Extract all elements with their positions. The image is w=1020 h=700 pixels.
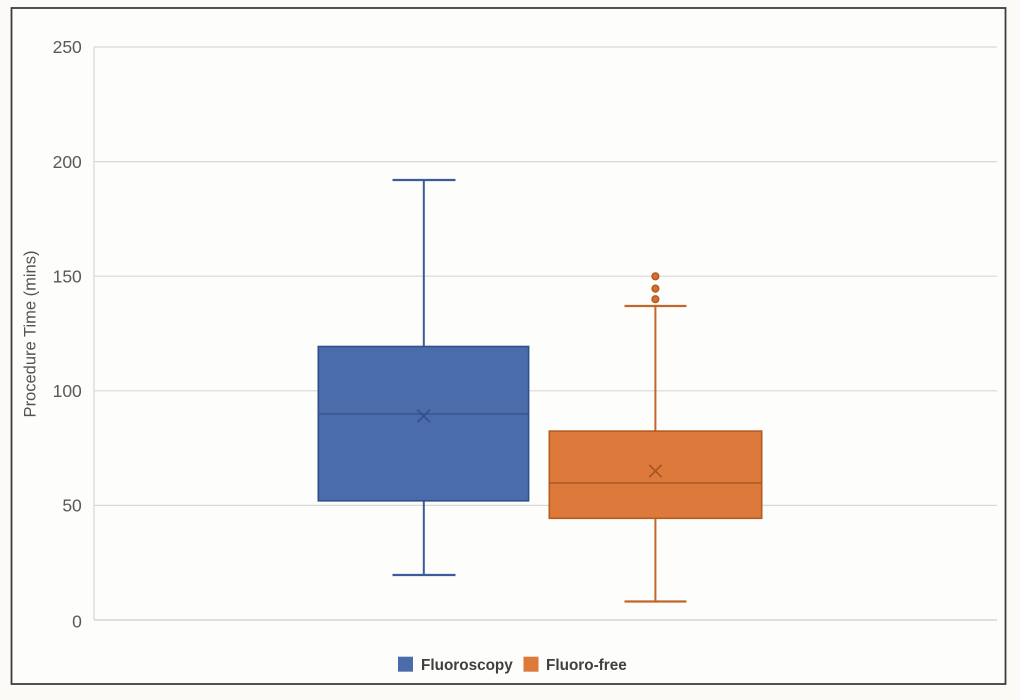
svg-text:Fluoroscopy: Fluoroscopy <box>421 657 513 674</box>
svg-text:Procedure Time (mins): Procedure Time (mins) <box>22 251 40 418</box>
svg-text:200: 200 <box>53 152 82 172</box>
svg-text:50: 50 <box>62 496 82 516</box>
svg-text:Fluoro-free: Fluoro-free <box>546 657 627 674</box>
svg-text:250: 250 <box>53 37 82 57</box>
svg-text:100: 100 <box>53 381 82 401</box>
svg-text:150: 150 <box>53 266 82 286</box>
svg-text:0: 0 <box>72 611 82 631</box>
